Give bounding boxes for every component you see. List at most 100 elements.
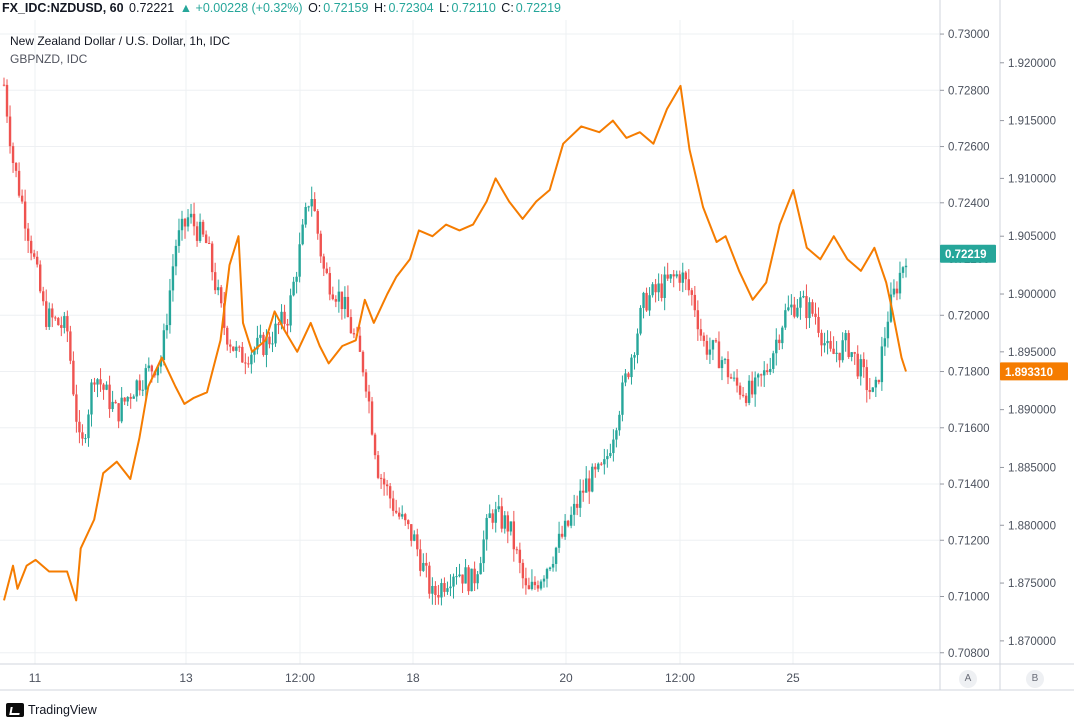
candle-body bbox=[244, 362, 247, 364]
candle-body bbox=[14, 163, 18, 171]
candle-body bbox=[259, 334, 262, 338]
candle-body bbox=[575, 503, 579, 508]
candle-body bbox=[871, 387, 875, 392]
candle-body bbox=[150, 365, 154, 372]
time-axis-label: 11 bbox=[29, 671, 42, 685]
candle-body bbox=[714, 340, 718, 342]
main-series-legend[interactable]: New Zealand Dollar / U.S. Dollar, 1h, ID… bbox=[10, 34, 231, 48]
candle-body bbox=[530, 581, 534, 590]
candle-body bbox=[708, 349, 712, 355]
candle-body bbox=[844, 333, 847, 341]
auto-scale-button[interactable]: A bbox=[959, 670, 977, 688]
candle-body bbox=[594, 466, 597, 470]
candle-body bbox=[51, 308, 54, 318]
tradingview-brand[interactable]: TradingView bbox=[6, 703, 97, 717]
candle-body bbox=[699, 329, 703, 336]
candle-body bbox=[726, 359, 730, 378]
candle-body bbox=[735, 377, 739, 386]
candle-body bbox=[633, 355, 636, 358]
candle-body bbox=[135, 380, 138, 397]
candle-body bbox=[458, 574, 461, 577]
candle-body bbox=[542, 578, 546, 582]
candle-body bbox=[48, 308, 51, 327]
candle-body bbox=[494, 509, 497, 523]
right-axis-tick-label: 1.905000 bbox=[1008, 231, 1056, 243]
candle-body bbox=[280, 311, 283, 326]
candle-body bbox=[277, 323, 280, 326]
candle-body bbox=[554, 547, 558, 564]
candle-body bbox=[373, 434, 377, 456]
candle-body bbox=[416, 534, 419, 550]
candle-body bbox=[829, 340, 832, 349]
candle-body bbox=[352, 333, 356, 335]
close-label: C: bbox=[501, 1, 514, 15]
candle-body bbox=[216, 287, 220, 291]
candle-body bbox=[639, 307, 642, 334]
candle-body bbox=[566, 520, 570, 526]
candle-body bbox=[5, 84, 9, 117]
candle-body bbox=[340, 291, 344, 310]
candle-body bbox=[521, 562, 525, 579]
candle-body bbox=[512, 521, 516, 550]
candle-body bbox=[54, 317, 57, 319]
candle-body bbox=[8, 116, 12, 147]
candle-body bbox=[651, 284, 654, 296]
candle-body bbox=[705, 340, 709, 355]
candle-body bbox=[298, 244, 301, 277]
candle-body bbox=[533, 581, 537, 586]
open-value: 0.72159 bbox=[323, 1, 369, 15]
candle-body bbox=[410, 524, 413, 541]
candle-body bbox=[90, 382, 93, 415]
symbol-header: FX_IDC:NZDUSD, 60 0.72221 ▲ +0.00228 (+0… bbox=[2, 1, 563, 15]
candle-body bbox=[874, 379, 878, 388]
candle-body bbox=[666, 274, 669, 279]
candle-body bbox=[669, 274, 672, 279]
candle-body bbox=[358, 335, 362, 352]
candle-body bbox=[32, 253, 36, 257]
time-axis-label: 25 bbox=[786, 671, 800, 685]
candle-body bbox=[895, 288, 899, 294]
candle-body bbox=[865, 367, 868, 391]
candle-body bbox=[334, 299, 338, 302]
candle-body bbox=[711, 340, 715, 350]
candle-body bbox=[307, 206, 310, 208]
compare-series-legend[interactable]: GBPNZD, IDC bbox=[10, 52, 88, 66]
candle-body bbox=[69, 331, 72, 361]
candle-body bbox=[597, 463, 600, 470]
scale-b-button[interactable]: B bbox=[1026, 670, 1044, 688]
left-axis-tick-label: 0.72800 bbox=[948, 85, 990, 97]
candle-body bbox=[880, 346, 884, 383]
symbol-label[interactable]: FX_IDC:NZDUSD, 60 bbox=[2, 1, 124, 15]
candle-body bbox=[328, 273, 332, 295]
candle-body bbox=[464, 567, 467, 584]
candle-body bbox=[744, 395, 748, 403]
candle-body bbox=[615, 430, 618, 440]
low-label: L: bbox=[439, 1, 450, 15]
candle-body bbox=[370, 401, 374, 435]
candle-body bbox=[886, 321, 890, 339]
candle-body bbox=[268, 336, 271, 345]
open-label: O: bbox=[308, 1, 322, 15]
candle-body bbox=[766, 370, 769, 373]
candle-body bbox=[111, 401, 114, 410]
candle-body bbox=[256, 337, 259, 350]
right-axis-tick-label: 1.875000 bbox=[1008, 578, 1056, 590]
candle-body bbox=[262, 334, 265, 355]
candle-body bbox=[81, 432, 84, 439]
candle-body bbox=[756, 374, 760, 378]
candle-body bbox=[220, 287, 223, 304]
candle-body bbox=[747, 380, 751, 403]
candle-body bbox=[563, 520, 567, 537]
candle-body bbox=[823, 343, 826, 346]
candle-body bbox=[506, 515, 509, 532]
right-axis-tick-label: 1.885000 bbox=[1008, 462, 1056, 474]
candle-body bbox=[404, 514, 407, 521]
candle-body bbox=[60, 325, 63, 328]
candle-body bbox=[434, 585, 437, 596]
candle-body bbox=[811, 302, 814, 314]
candle-body bbox=[841, 340, 844, 361]
candle-body bbox=[443, 583, 446, 592]
candle-body bbox=[183, 218, 187, 227]
candle-body bbox=[790, 304, 793, 308]
